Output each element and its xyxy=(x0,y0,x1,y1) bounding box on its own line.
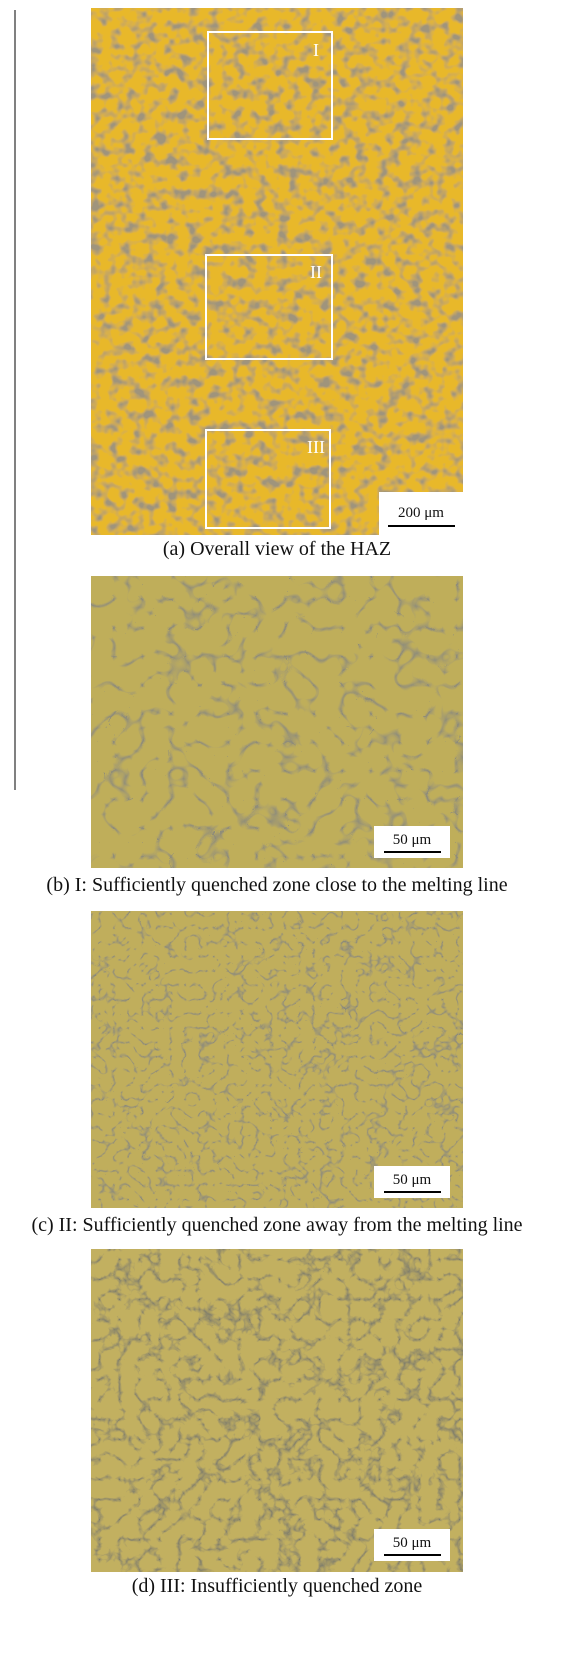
caption: (a) Overall view of the HAZ xyxy=(163,538,391,560)
page: I II III 200 μm (a) Overall view of the … xyxy=(0,0,586,1673)
scale-bar-label: 50 μm xyxy=(393,832,432,848)
micrograph-zone-iii xyxy=(91,1249,463,1572)
caption: (c) II: Sufficiently quenched zone away … xyxy=(31,1214,522,1236)
region-label: II xyxy=(310,262,322,282)
scale-bar-label: 50 μm xyxy=(393,1172,432,1188)
caption: (b) I: Sufficiently quenched zone close … xyxy=(46,874,507,896)
micrograph-zone-i xyxy=(91,576,463,868)
region-label: III xyxy=(307,437,325,457)
scale-bar-label: 50 μm xyxy=(393,1535,432,1551)
micrograph-zone-ii xyxy=(91,911,463,1208)
micrograph-overview xyxy=(91,8,463,535)
figure: I II III 200 μm (a) Overall view of the … xyxy=(0,0,586,1673)
scale-bar-label: 200 μm xyxy=(398,505,444,521)
region-label: I xyxy=(313,40,319,60)
caption: (d) III: Insufficiently quenched zone xyxy=(132,1575,423,1597)
